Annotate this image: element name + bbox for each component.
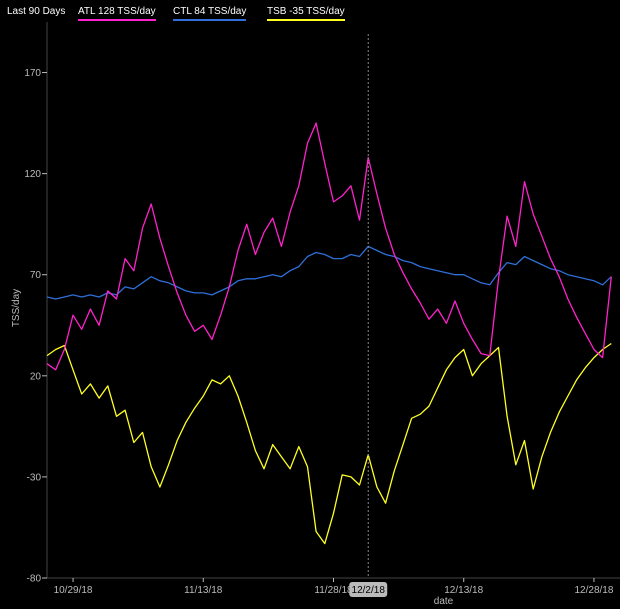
y-axis: -80 -30 20 70 120 170 xyxy=(24,22,48,585)
y-axis-title: TSS/day xyxy=(11,289,22,327)
y-tick-label: 120 xyxy=(24,169,41,180)
x-axis-title: date xyxy=(434,596,454,607)
y-tick-label: 20 xyxy=(30,371,42,382)
legend-label-tsb: TSB -35 TSS/day xyxy=(267,6,345,17)
legend-item-tsb[interactable]: TSB -35 TSS/day xyxy=(267,6,345,21)
series-line-tsb[interactable] xyxy=(46,342,612,545)
series-line-ctl[interactable] xyxy=(46,245,612,300)
legend-item-ctl[interactable]: CTL 84 TSS/day xyxy=(173,6,247,21)
date-range-label[interactable]: Last 90 Days xyxy=(7,6,66,17)
y-tick-label: 170 xyxy=(24,68,41,79)
legend-label-atl: ATL 128 TSS/day xyxy=(78,6,156,17)
plot-area xyxy=(46,122,612,545)
x-tick-label: 12/28/18 xyxy=(574,585,613,596)
x-axis: 10/29/18 11/13/18 11/28/18 12/13/18 12/28/18 xyxy=(47,577,620,596)
hover-date-badge xyxy=(349,582,388,597)
x-tick-label: 11/28/18 xyxy=(314,585,353,596)
legend-label-ctl: CTL 84 TSS/day xyxy=(173,6,247,17)
y-tick-label: 70 xyxy=(30,270,42,281)
x-tick-label: 10/29/18 xyxy=(54,585,93,596)
y-tick-label: -30 xyxy=(27,472,42,483)
hover-date-label: 12/2/18 xyxy=(352,585,386,596)
legend-item-atl[interactable]: ATL 128 TSS/day xyxy=(78,6,156,21)
x-tick-label: 11/13/18 xyxy=(184,585,223,596)
y-tick-label: -80 xyxy=(27,574,42,585)
x-tick-label: 12/13/18 xyxy=(444,585,483,596)
series-line-atl[interactable] xyxy=(46,122,612,371)
